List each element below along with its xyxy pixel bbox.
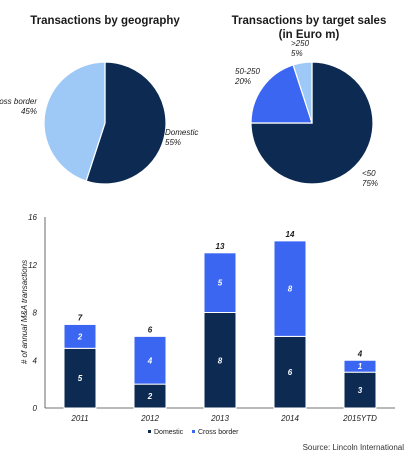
slice-label-50: <50 [362,169,376,178]
bar-label-cross-border-2011: 2 [77,332,83,341]
pie-slice-250 [292,61,313,124]
slice-value-domestic: 55% [165,138,181,147]
bar-domestic-2014 [273,335,307,409]
y-tick-16: 16 [28,213,37,222]
pie1-title: Transactions by geography [30,15,180,27]
legend-label-domestic: Domestic [154,429,184,436]
slice-label-cross-border: Cross border [0,97,37,106]
slice-value-cross-border: 45% [21,107,37,116]
bar-total-2013: 13 [216,242,225,251]
pie-slice-domestic [85,61,167,185]
bar-total-2012: 6 [148,325,153,334]
x-tick-2013: 2013 [210,414,229,423]
x-tick-2012: 2012 [140,414,159,423]
bar-label-domestic-2012: 2 [147,392,153,401]
slice-label-domestic: Domestic [165,128,198,137]
bar-total-2015YTD: 4 [357,349,363,358]
pie2-title-line2: (in Euro m) [279,29,340,41]
bar-domestic-2013 [203,312,237,409]
source-note: Source: Lincoln International [303,443,405,452]
bar-label-domestic-2015YTD: 3 [358,386,363,395]
slice-label-50-250: 50-250 [235,67,260,76]
slice-value-250: 5% [291,49,303,58]
bar-y-axis-label: # of annual M&A transactions [20,260,29,364]
bar-cross-border-2011 [63,323,97,349]
pie-chart-target-sales: Transactions by target sales (in Euro m)… [232,15,387,188]
y-tick-4: 4 [33,356,38,365]
legend-swatch-cross-border [192,430,195,433]
y-tick-0: 0 [33,404,38,413]
bar-label-cross-border-2014: 8 [288,285,293,294]
bar-label-domestic-2013: 8 [218,356,223,365]
y-tick-12: 12 [28,261,37,270]
bar-total-2014: 14 [286,230,295,239]
pie-slice-50-250 [250,64,313,124]
bar-cross-border-2015YTD [343,359,377,373]
bar-domestic-2015YTD [343,371,377,409]
pie-slice-cross-border [43,61,106,182]
bar-cross-border-2013 [203,252,237,313]
slice-value-50-250: 20% [234,77,251,86]
stacked-bar-chart: # of annual M&A transactions 04812165272… [20,213,395,436]
legend-label-cross-border: Cross border [198,429,239,436]
x-tick-2011: 2011 [70,414,88,423]
slice-value-50: 75% [362,179,378,188]
bar-total-2011: 7 [78,313,83,322]
slice-label-250: >250 [291,39,310,48]
y-tick-8: 8 [33,309,38,318]
bar-label-domestic-2014: 6 [288,368,293,377]
bar-cross-border-2014 [273,240,307,337]
x-tick-2015YTD: 2015YTD [342,414,377,423]
bar-label-cross-border-2012: 4 [147,356,153,365]
x-tick-2014: 2014 [280,414,299,423]
legend-swatch-domestic [148,430,151,433]
pie2-title-line1: Transactions by target sales [232,15,387,27]
bar-cross-border-2012 [133,335,167,385]
bar-label-domestic-2011: 5 [78,374,83,383]
bar-label-cross-border-2013: 5 [218,279,223,288]
bar-label-cross-border-2015YTD: 1 [358,362,363,371]
